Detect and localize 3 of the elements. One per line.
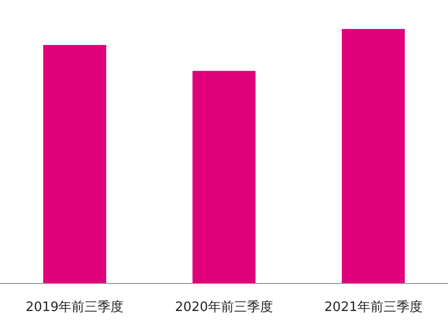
- x-tick-label: 2020年前三季度: [174, 299, 274, 315]
- x-tick-label: 2019年前三季度: [26, 299, 124, 315]
- x-tick-label: 2021年前三季度: [324, 299, 422, 315]
